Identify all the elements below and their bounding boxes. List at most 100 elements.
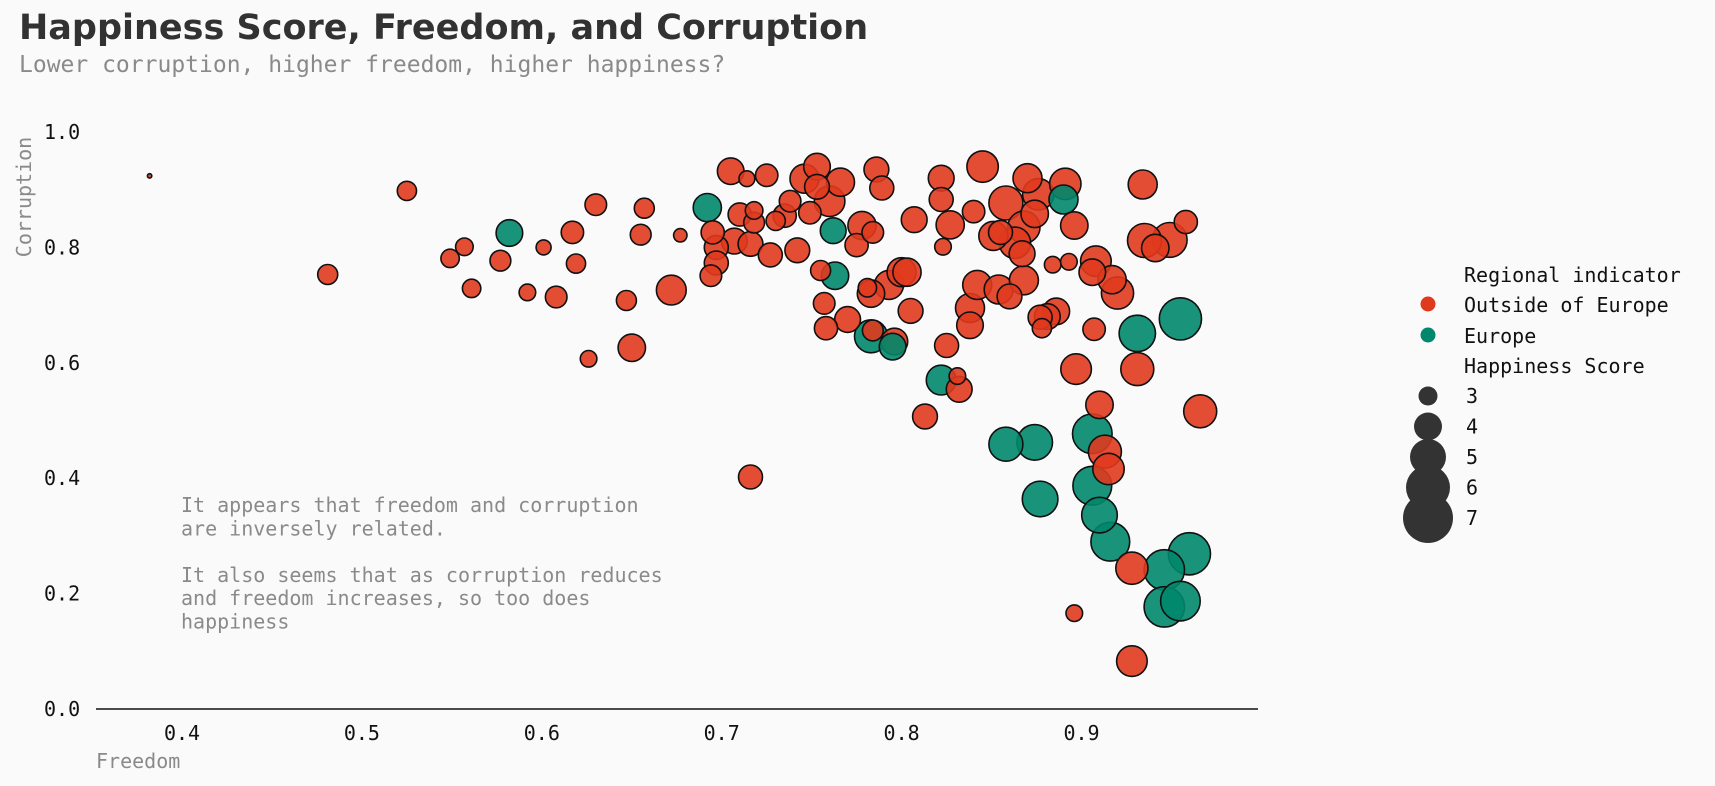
point-outside-europe — [897, 297, 924, 325]
point-europe — [1080, 496, 1119, 534]
point-europe — [819, 217, 847, 245]
point-outside-europe — [988, 185, 1024, 221]
x-tick-labels: 0.4 0.5 0.6 0.7 0.8 0.9 — [164, 721, 1100, 745]
point-outside-europe — [633, 197, 656, 219]
point-outside-europe — [797, 200, 822, 225]
point-outside-europe — [833, 305, 862, 334]
chart-subtitle: Lower corruption, higher freedom, higher… — [19, 52, 726, 78]
x-tick-label: 0.6 — [524, 721, 560, 745]
point-outside-europe — [1059, 353, 1093, 386]
x-tick-label: 0.9 — [1063, 721, 1099, 745]
point-outside-europe — [784, 237, 811, 264]
point-outside-europe — [948, 367, 967, 386]
legend: Regional indicator Outside of Europe Europ… — [1403, 263, 1681, 543]
legend-size-marker — [1414, 412, 1442, 441]
y-tick-label: 0.6 — [44, 351, 80, 375]
point-outside-europe — [911, 403, 939, 430]
legend-hue-title: Regional indicator — [1464, 263, 1681, 287]
annotation-line: are inversely related. — [181, 516, 446, 540]
legend-size-marker — [1403, 493, 1453, 543]
point-europe — [1021, 480, 1059, 518]
point-europe — [1048, 184, 1079, 215]
x-tick-label: 0.4 — [164, 721, 200, 745]
annotation-line: It also seems that as corruption reduces — [181, 563, 663, 587]
legend-size-label: 4 — [1466, 415, 1478, 439]
point-outside-europe — [544, 285, 568, 309]
point-europe — [495, 218, 524, 248]
point-outside-europe — [1115, 551, 1149, 586]
annotation-line: It appears that freedom and corruption — [181, 493, 639, 517]
annotation-line: happiness — [181, 610, 289, 634]
point-outside-europe — [868, 175, 895, 201]
point-outside-europe — [579, 349, 598, 368]
point-outside-europe — [584, 193, 608, 217]
legend-size-title: Happiness Score — [1464, 354, 1645, 378]
point-outside-europe — [778, 189, 802, 213]
point-outside-europe — [1065, 604, 1084, 623]
point-outside-europe — [857, 277, 878, 298]
legend-size-marker — [1418, 386, 1438, 406]
point-outside-europe — [892, 257, 922, 288]
point-outside-europe — [700, 219, 726, 245]
legend-size-marker — [1410, 439, 1446, 475]
point-outside-europe — [565, 253, 587, 275]
legend-size-label: 6 — [1466, 476, 1478, 500]
point-outside-europe — [928, 186, 955, 213]
point-europe — [988, 426, 1024, 463]
point-outside-europe — [629, 223, 652, 246]
point-outside-europe — [744, 200, 764, 221]
point-outside-europe — [738, 170, 756, 188]
point-outside-europe — [757, 242, 784, 268]
point-outside-europe — [461, 278, 482, 299]
point-outside-europe — [933, 237, 953, 256]
chart-title: Happiness Score, Freedom, and Corruption — [19, 8, 869, 48]
point-outside-europe — [1043, 255, 1062, 274]
x-tick-label: 0.5 — [344, 721, 380, 745]
point-outside-europe — [1120, 351, 1155, 387]
point-outside-europe — [316, 263, 339, 286]
point-europe — [692, 192, 723, 223]
point-outside-europe — [933, 332, 960, 359]
point-outside-europe — [518, 283, 537, 302]
legend-size-label: 3 — [1466, 384, 1478, 408]
point-outside-europe — [535, 239, 552, 256]
point-outside-europe — [1082, 317, 1107, 342]
y-tick-label: 0.8 — [44, 235, 80, 259]
point-outside-europe — [146, 172, 153, 179]
point-outside-europe — [1085, 390, 1115, 420]
point-outside-europe — [844, 232, 870, 258]
y-tick-label: 1.0 — [44, 120, 80, 144]
point-outside-europe — [1140, 233, 1170, 263]
legend-item-label: Europe — [1464, 324, 1536, 348]
point-outside-europe — [996, 283, 1023, 310]
legend-marker — [1420, 296, 1436, 312]
point-outside-europe — [825, 167, 856, 198]
y-tick-label: 0.4 — [44, 466, 80, 490]
point-outside-europe — [1031, 317, 1053, 339]
legend-size-label: 5 — [1466, 445, 1478, 469]
point-outside-europe — [861, 319, 884, 342]
point-europe — [1159, 580, 1201, 622]
point-outside-europe — [1020, 199, 1050, 229]
point-outside-europe — [1008, 240, 1036, 268]
point-outside-europe — [765, 210, 787, 232]
annotation-line: and freedom increases, so too does — [181, 586, 590, 610]
point-outside-europe — [617, 333, 647, 363]
legend-size-label: 7 — [1466, 506, 1478, 530]
points-layer — [146, 150, 1218, 678]
x-tick-label: 0.7 — [704, 721, 740, 745]
point-outside-europe — [1078, 258, 1107, 287]
point-outside-europe — [440, 248, 461, 269]
point-europe — [1118, 314, 1157, 353]
point-outside-europe — [489, 249, 512, 272]
point-outside-europe — [1059, 211, 1089, 241]
point-europe — [878, 332, 907, 361]
y-axis-label: Corruption — [12, 137, 36, 257]
point-outside-europe — [454, 237, 475, 257]
point-outside-europe — [699, 264, 723, 288]
point-outside-europe — [961, 199, 986, 224]
point-outside-europe — [861, 220, 885, 244]
point-outside-europe — [737, 464, 764, 490]
point-outside-europe — [560, 220, 585, 245]
